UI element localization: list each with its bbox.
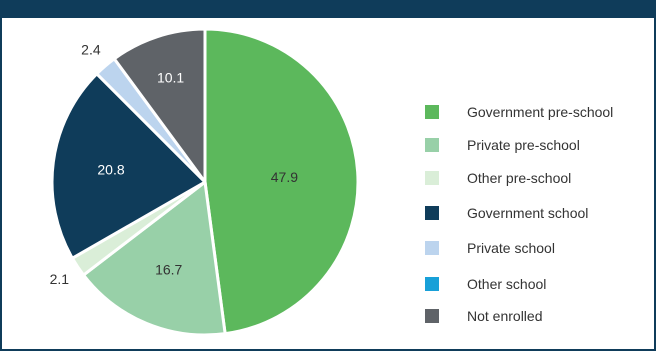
legend-label: Private pre-school	[467, 137, 580, 153]
legend-label: Not enrolled	[467, 308, 543, 324]
legend-swatch	[425, 171, 439, 185]
legend-label: Government school	[467, 205, 589, 221]
legend-item-government-school: Government school	[425, 203, 588, 223]
data-label: 20.8	[97, 162, 124, 178]
pie-slice-private-pre-school	[82, 180, 227, 337]
legend-swatch	[425, 277, 439, 291]
data-label: 47.9	[271, 169, 298, 185]
pie-slice-not-enrolled	[112, 27, 207, 184]
legend-swatch	[425, 206, 439, 220]
legend-label: Other pre-school	[467, 170, 572, 186]
pie-slice-government-school	[50, 72, 207, 260]
legend-swatch	[425, 309, 439, 323]
data-label: 16.7	[155, 262, 182, 278]
legend-label: Government pre-school	[467, 104, 614, 120]
pie-slice-government-pre-school	[203, 27, 360, 336]
header-bar	[2, 0, 656, 18]
data-label: 2.1	[50, 271, 70, 287]
legend-item-other-school: Other school	[425, 274, 546, 294]
data-label: 10.1	[157, 69, 184, 85]
legend-swatch	[425, 241, 439, 255]
legend-item-private-school: Private school	[425, 238, 555, 258]
legend-item-not-enrolled: Not enrolled	[425, 306, 543, 326]
legend-swatch	[425, 105, 439, 119]
legend-label: Private school	[467, 240, 555, 256]
legend-swatch	[425, 138, 439, 152]
legend-item-private-pre-school: Private pre-school	[425, 135, 580, 155]
legend-item-other-pre-school: Other pre-school	[425, 168, 571, 188]
legend-label: Other school	[467, 276, 547, 292]
legend-item-government-pre-school: Government pre-school	[425, 102, 613, 122]
data-label: 2.4	[81, 41, 101, 57]
